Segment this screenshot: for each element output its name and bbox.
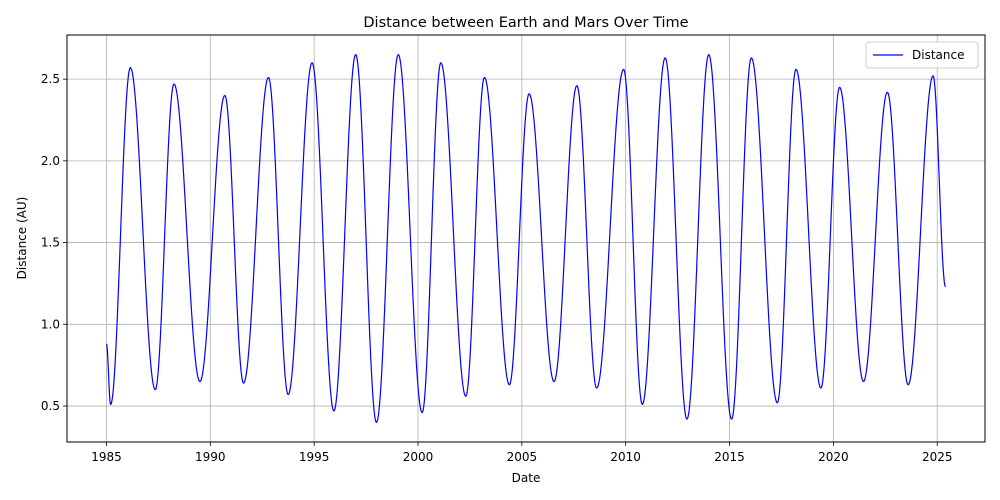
series-line-distance <box>105 54 946 423</box>
grid-layer <box>67 35 985 442</box>
legend-label-distance: Distance <box>912 48 964 62</box>
legend: Distance <box>865 41 979 69</box>
ticks-layer: 1985 1990 1995 2000 2005 2010 2015 2020 2025 0.5 1… <box>41 72 953 464</box>
y-tick-label: 1.0 <box>41 317 60 331</box>
y-tick-label: 0.5 <box>41 399 60 413</box>
x-tick-label: 2020 <box>818 450 849 464</box>
x-tick-label: 1995 <box>299 450 330 464</box>
x-tick-label: 2000 <box>403 450 434 464</box>
x-tick-label: 2010 <box>610 450 641 464</box>
y-axis-title: Distance (AU) <box>15 197 29 280</box>
x-axis-title: Date <box>512 471 541 485</box>
x-tick-label: 2025 <box>922 450 953 464</box>
x-tick-label: 1985 <box>91 450 122 464</box>
chart-title: Distance between Earth and Mars Over Tim… <box>363 15 688 31</box>
x-tick-label: 2005 <box>507 450 538 464</box>
x-tick-label: 1990 <box>195 450 226 464</box>
y-tick-label: 2.0 <box>41 154 60 168</box>
legend-box <box>865 41 979 69</box>
x-tick-label: 2015 <box>714 450 745 464</box>
plot-frame <box>66 34 986 443</box>
series-layer <box>105 54 946 423</box>
y-tick-label: 2.5 <box>41 72 60 86</box>
y-tick-label: 1.5 <box>41 236 60 250</box>
